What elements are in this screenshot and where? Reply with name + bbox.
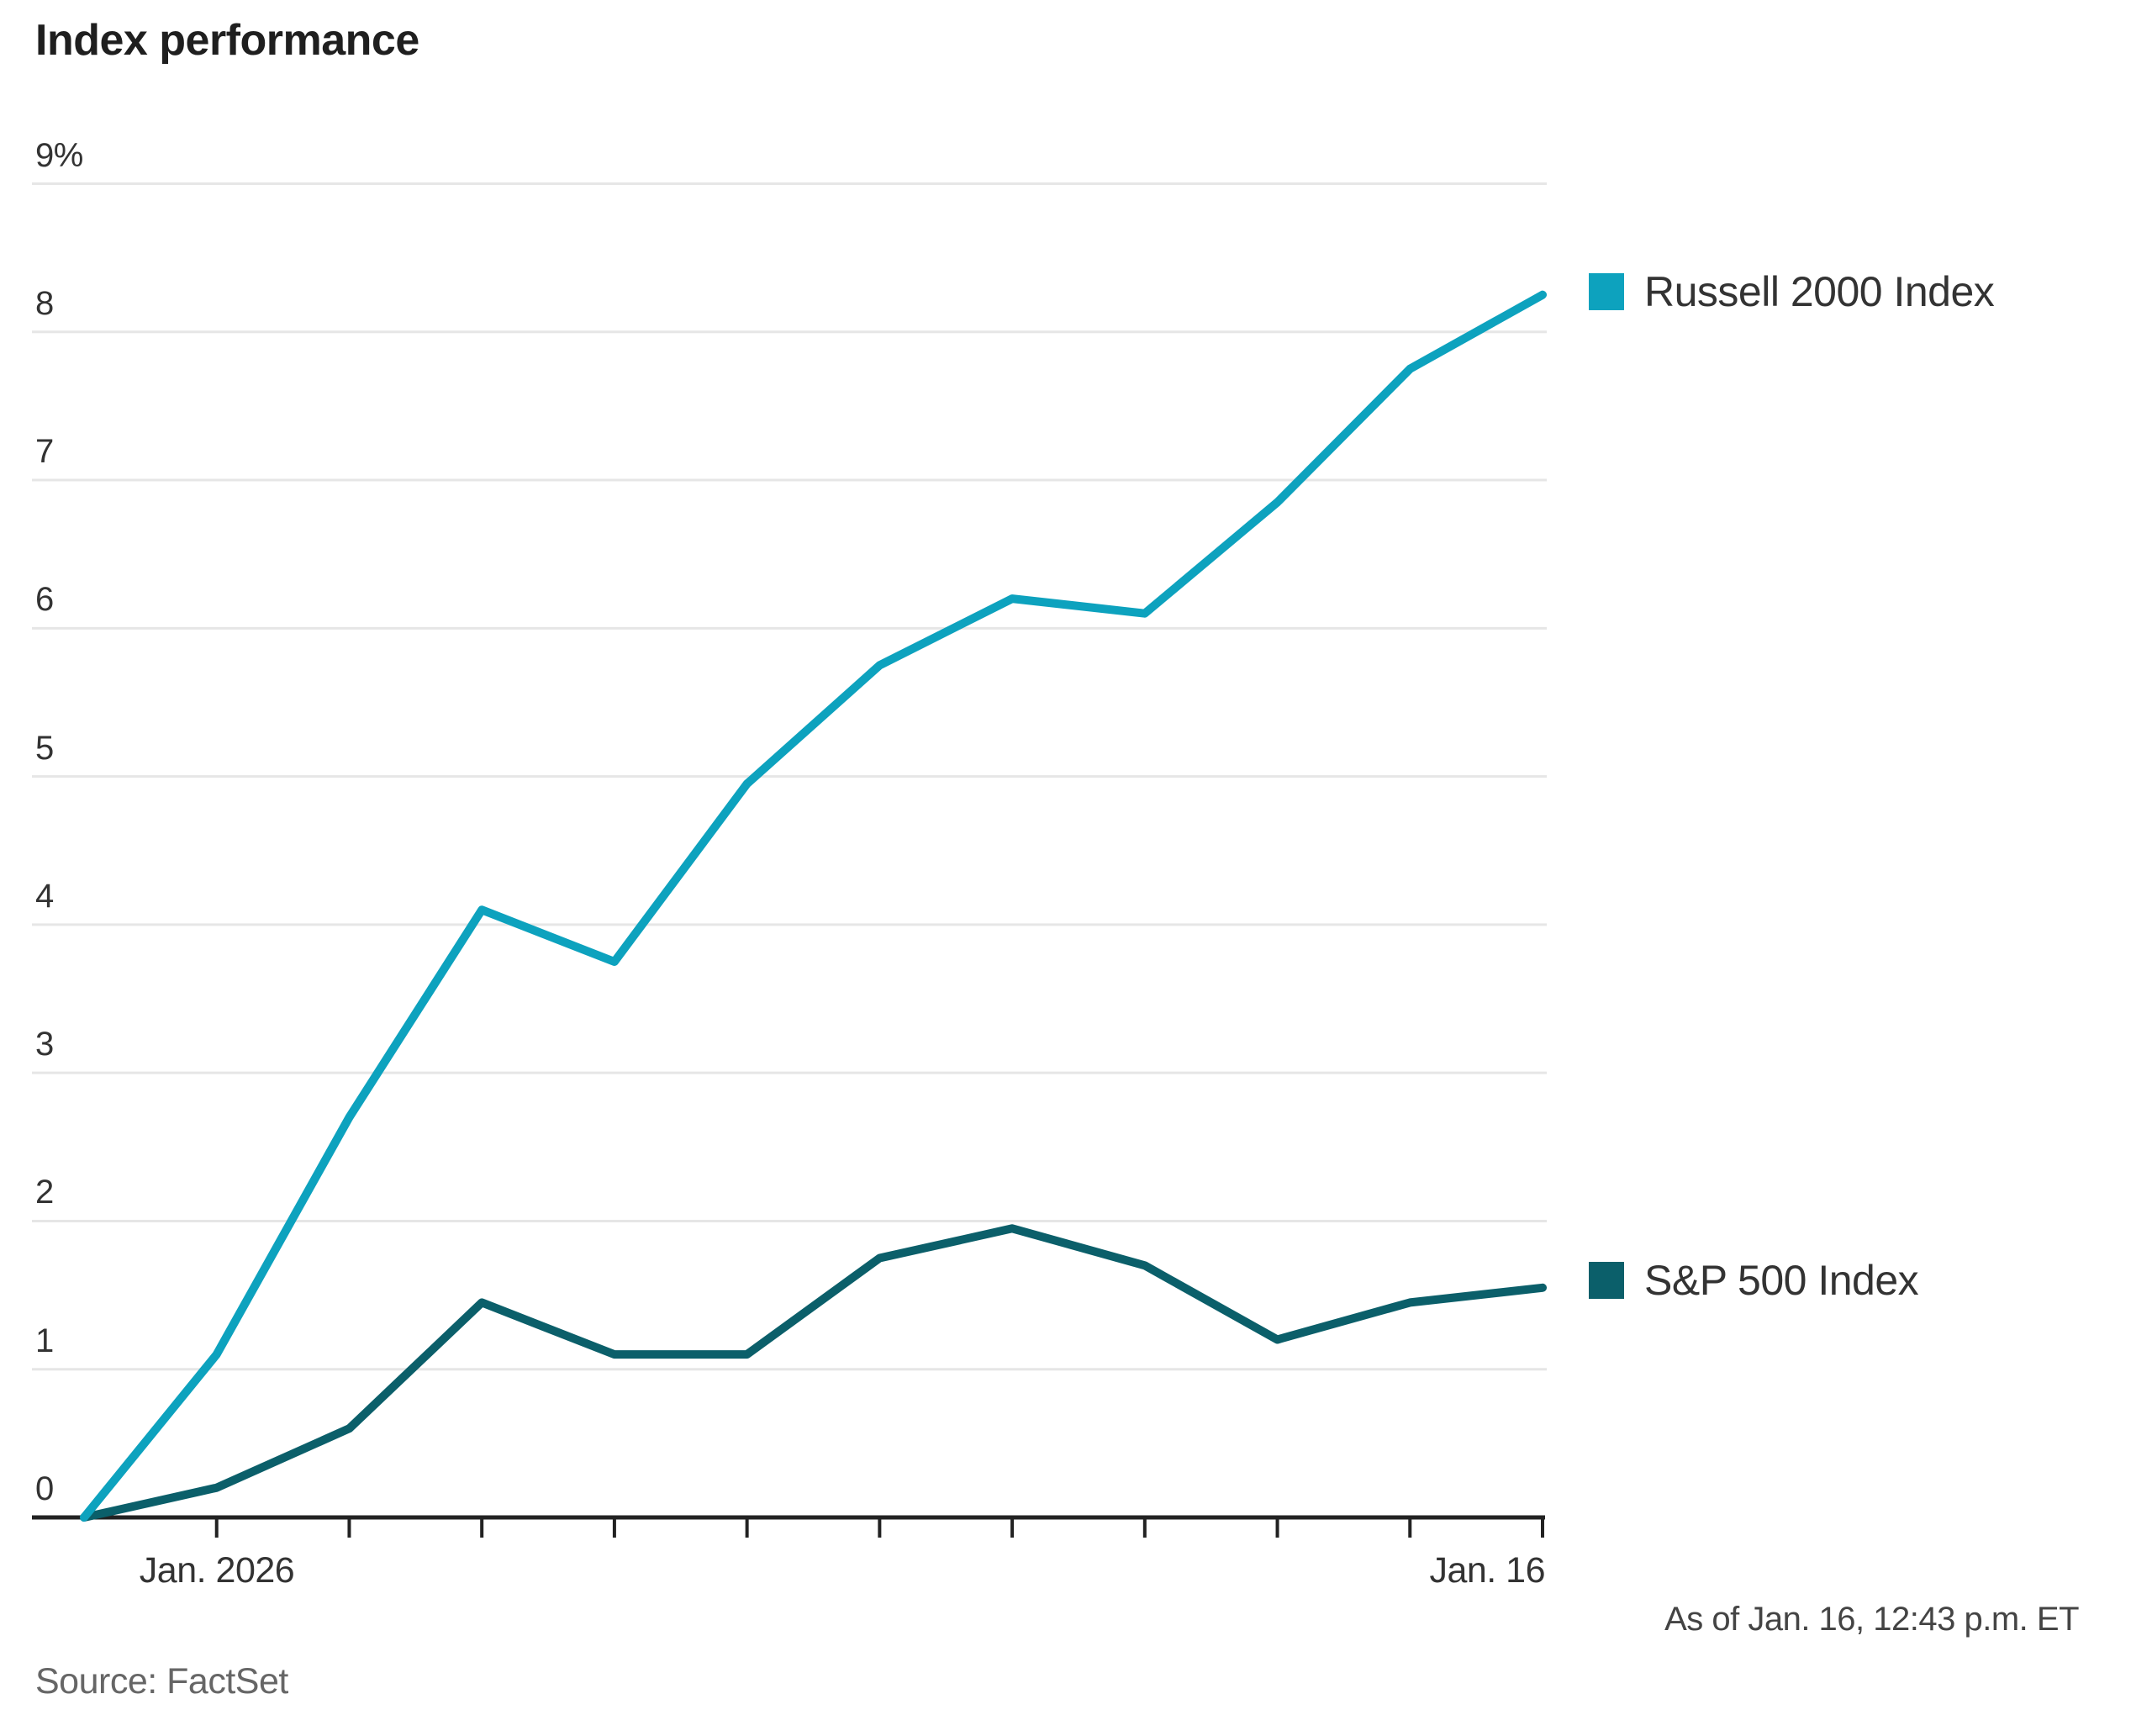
y-axis-label: 3 <box>35 1026 54 1063</box>
y-axis-label: 9% <box>35 136 83 174</box>
russell-2000-swatch-icon <box>1589 273 1624 310</box>
legend-entry-russell-2000: Russell 2000 Index <box>1589 267 1995 316</box>
y-axis-label: 4 <box>35 877 54 915</box>
y-axis-label: 8 <box>35 284 54 322</box>
y-axis-label: 1 <box>35 1322 54 1359</box>
y-axis-label: 6 <box>35 581 54 619</box>
russell-2000-legend-label: Russell 2000 Index <box>1644 268 1995 315</box>
x-axis-label-end: Jan. 16 <box>1429 1550 1545 1591</box>
legend-entry-sp-500: S&P 500 Index <box>1589 1256 1919 1305</box>
x-axis-label-start: Jan. 2026 <box>139 1550 295 1591</box>
series-line-russell-2000-index <box>80 290 1547 1522</box>
sp-500-swatch-icon <box>1589 1262 1624 1299</box>
series-line-s-p-500-index <box>80 1224 1547 1522</box>
y-axis-label: 0 <box>35 1470 54 1507</box>
y-axis-label: 5 <box>35 729 54 767</box>
y-axis-label: 2 <box>35 1174 54 1211</box>
chart-title: Index performance <box>35 16 419 65</box>
as-of-timestamp: As of Jan. 16, 12:43 p.m. ET <box>1664 1601 2079 1638</box>
y-axis-label: 7 <box>35 433 54 471</box>
sp-500-legend-label: S&P 500 Index <box>1644 1257 1919 1304</box>
source-credit: Source: FactSet <box>35 1661 288 1702</box>
